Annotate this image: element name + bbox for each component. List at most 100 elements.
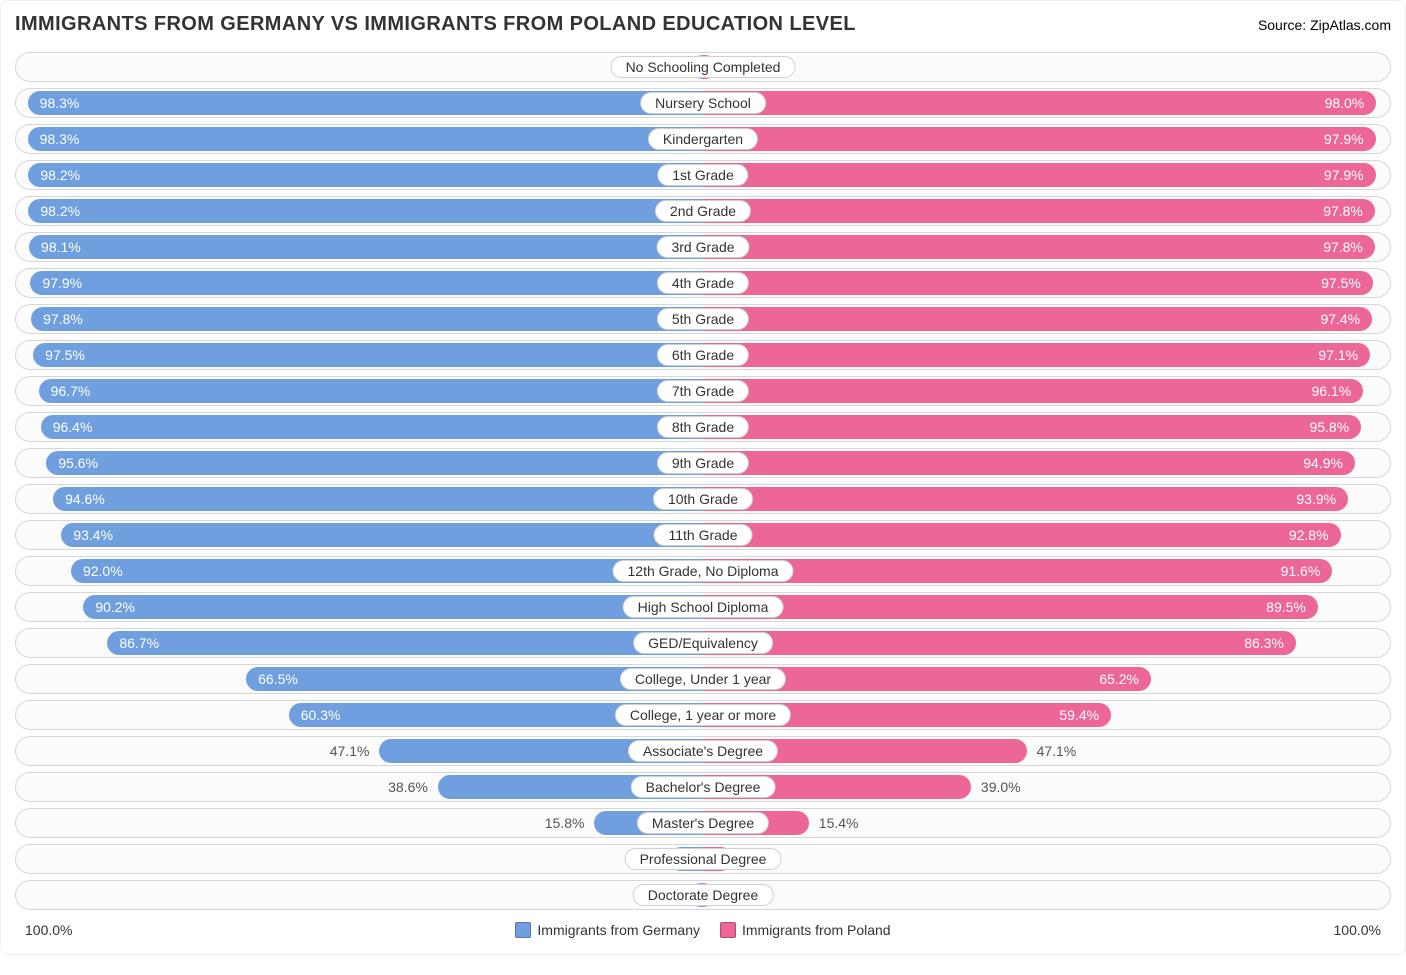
bar-left <box>41 415 703 439</box>
chart-row: 98.1%97.8%3rd Grade <box>15 232 1391 262</box>
chart-row: 2.1%1.7%Doctorate Degree <box>15 880 1391 910</box>
category-label: 6th Grade <box>657 344 749 366</box>
education-level-chart: IMMIGRANTS FROM GERMANY VS IMMIGRANTS FR… <box>0 0 1406 955</box>
chart-title: IMMIGRANTS FROM GERMANY VS IMMIGRANTS FR… <box>15 13 856 36</box>
legend-item-right: Immigrants from Poland <box>720 922 891 938</box>
legend-label-left: Immigrants from Germany <box>537 922 700 938</box>
category-label: High School Diploma <box>623 596 784 618</box>
chart-row: 66.5%65.2%College, Under 1 year <box>15 664 1391 694</box>
category-label: 2nd Grade <box>655 200 751 222</box>
category-label: Kindergarten <box>648 128 758 150</box>
value-label-right: 47.1% <box>1037 743 1077 759</box>
category-label: 1st Grade <box>657 164 748 186</box>
category-label: Nursery School <box>640 92 766 114</box>
chart-row: 98.2%97.8%2nd Grade <box>15 196 1391 226</box>
category-label: Professional Degree <box>625 848 782 870</box>
value-label-left: 47.1% <box>330 743 370 759</box>
category-label: 8th Grade <box>657 416 749 438</box>
axis-left-end: 100.0% <box>25 922 72 938</box>
bar-left <box>28 127 703 151</box>
bar-left <box>30 271 703 295</box>
bar-right <box>703 307 1372 331</box>
chart-row: 90.2%89.5%High School Diploma <box>15 592 1391 622</box>
bar-right <box>703 91 1376 115</box>
category-label: Associate's Degree <box>628 740 778 762</box>
bar-right <box>703 631 1296 655</box>
category-label: 7th Grade <box>657 380 749 402</box>
category-label: 11th Grade <box>653 524 752 546</box>
bar-right <box>703 235 1375 259</box>
bar-right <box>703 199 1375 223</box>
bar-right <box>703 595 1318 619</box>
source-label: Source: <box>1258 17 1306 33</box>
value-label-left: 15.8% <box>545 815 585 831</box>
chart-legend: Immigrants from Germany Immigrants from … <box>515 922 890 938</box>
bar-right <box>703 379 1363 403</box>
chart-footer: 100.0% Immigrants from Germany Immigrant… <box>15 918 1391 938</box>
bar-right <box>703 487 1348 511</box>
bar-right <box>703 559 1332 583</box>
category-label: GED/Equivalency <box>633 632 773 654</box>
chart-row: 38.6%39.0%Bachelor's Degree <box>15 772 1391 802</box>
bar-left <box>83 595 703 619</box>
bar-right <box>703 451 1355 475</box>
value-label-right: 15.4% <box>819 815 859 831</box>
chart-row: 47.1% 47.1% Associate's Degree <box>15 736 1391 766</box>
chart-row: 4.9%4.3%Professional Degree <box>15 844 1391 874</box>
legend-item-left: Immigrants from Germany <box>515 922 700 938</box>
bar-left <box>53 487 703 511</box>
chart-row: 95.6%94.9%9th Grade <box>15 448 1391 478</box>
category-label: 12th Grade, No Diploma <box>613 560 794 582</box>
category-label: Doctorate Degree <box>633 884 774 906</box>
legend-swatch-left <box>515 922 531 938</box>
bar-left <box>107 631 703 655</box>
chart-header: IMMIGRANTS FROM GERMANY VS IMMIGRANTS FR… <box>15 13 1391 36</box>
chart-row: 93.4%92.8%11th Grade <box>15 520 1391 550</box>
category-label: 10th Grade <box>653 488 753 510</box>
chart-row: 97.9%97.5%4th Grade <box>15 268 1391 298</box>
bar-right <box>703 415 1361 439</box>
category-label: 3rd Grade <box>656 236 749 258</box>
bar-left <box>39 379 703 403</box>
chart-row: 98.3%98.0%Nursery School <box>15 88 1391 118</box>
category-label: 4th Grade <box>657 272 749 294</box>
value-label-right: 39.0% <box>981 779 1021 795</box>
legend-label-right: Immigrants from Poland <box>742 922 891 938</box>
chart-row: 60.3%59.4%College, 1 year or more <box>15 700 1391 730</box>
bar-left <box>33 343 703 367</box>
bar-right <box>703 343 1370 367</box>
chart-row: 1.8%2.1%No Schooling Completed <box>15 52 1391 82</box>
bar-left <box>71 559 703 583</box>
bar-left <box>61 523 703 547</box>
chart-row: 15.8%15.4%Master's Degree <box>15 808 1391 838</box>
chart-row: 92.0%91.6%12th Grade, No Diploma <box>15 556 1391 586</box>
category-label: No Schooling Completed <box>611 56 796 78</box>
category-label: College, 1 year or more <box>615 704 791 726</box>
chart-source: Source: ZipAtlas.com <box>1258 17 1391 33</box>
chart-row: 94.6%93.9%10th Grade <box>15 484 1391 514</box>
category-label: 9th Grade <box>657 452 749 474</box>
bar-right <box>703 163 1376 187</box>
chart-row: 96.4%95.8%8th Grade <box>15 412 1391 442</box>
bar-left <box>31 307 703 331</box>
category-label: 5th Grade <box>657 308 749 330</box>
bar-right <box>703 271 1373 295</box>
bar-left <box>28 199 703 223</box>
bar-left <box>28 91 703 115</box>
chart-row: 97.8%97.4%5th Grade <box>15 304 1391 334</box>
chart-row: 98.2%97.9%1st Grade <box>15 160 1391 190</box>
chart-row: 86.7%86.3%GED/Equivalency <box>15 628 1391 658</box>
chart-row: 96.7%96.1%7th Grade <box>15 376 1391 406</box>
axis-right-end: 100.0% <box>1334 922 1381 938</box>
category-label: College, Under 1 year <box>620 668 786 690</box>
bar-left <box>46 451 703 475</box>
legend-swatch-right <box>720 922 736 938</box>
bar-left <box>28 163 703 187</box>
chart-rows: 1.8%2.1%No Schooling Completed 98.3%98.0%… <box>15 52 1391 910</box>
bar-right <box>703 127 1376 151</box>
chart-row: 98.3%97.9%Kindergarten <box>15 124 1391 154</box>
source-value: ZipAtlas.com <box>1310 17 1391 33</box>
bar-right <box>703 523 1341 547</box>
value-label-left: 38.6% <box>388 779 428 795</box>
chart-row: 97.5%97.1%6th Grade <box>15 340 1391 370</box>
